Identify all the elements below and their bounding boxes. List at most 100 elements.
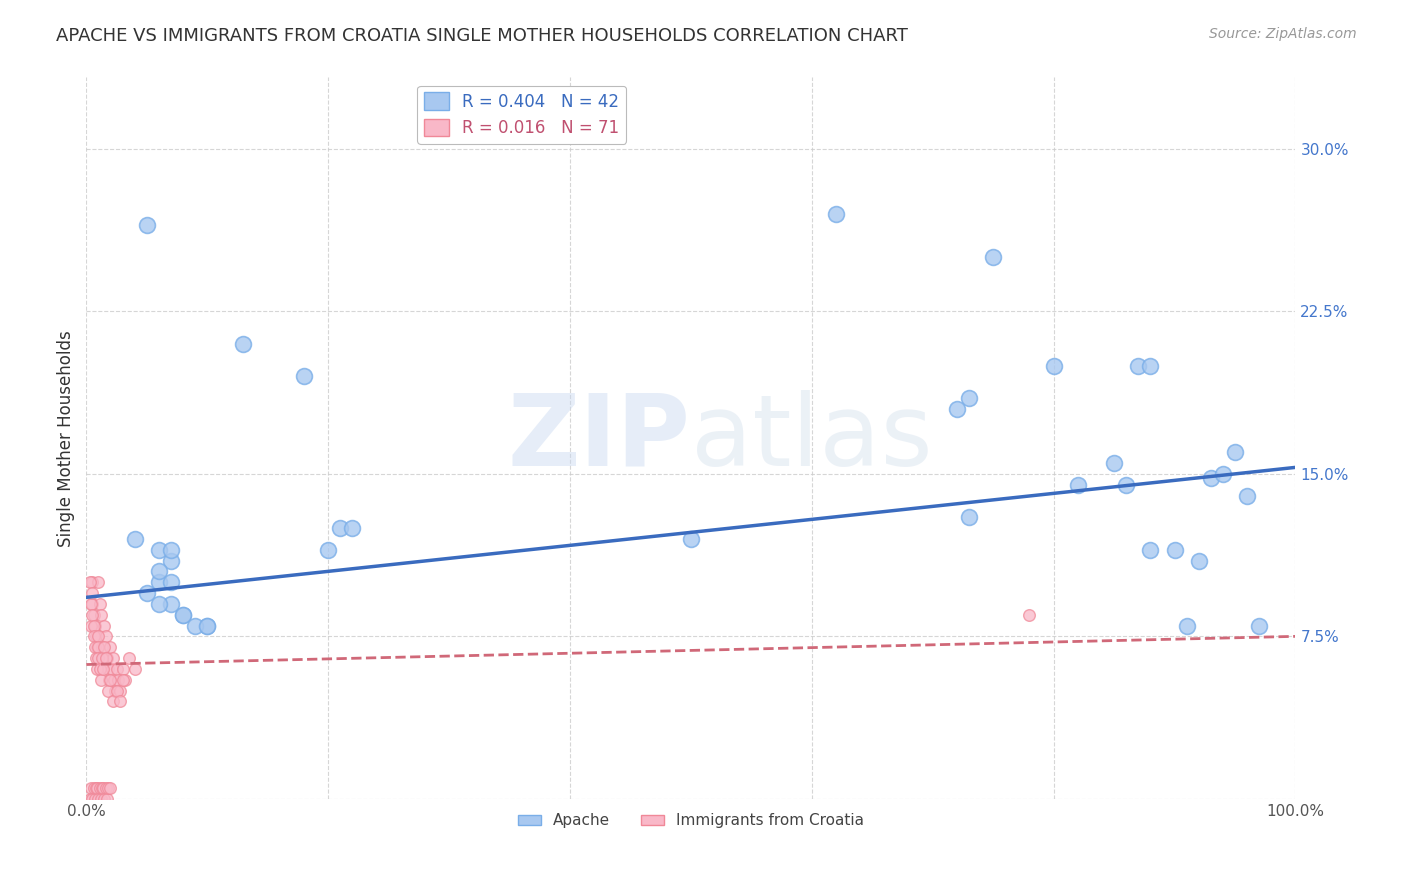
Point (90, 792, 112, 806)
Point (1223, 445, 1246, 459)
Point (94, 651, 117, 665)
Point (91, 651, 114, 665)
Point (111, 662, 134, 676)
Point (84, 780, 107, 795)
Point (83, 792, 105, 806)
Point (1128, 359, 1150, 373)
Point (84, 629, 107, 643)
Point (84, 651, 107, 665)
Point (93, 792, 115, 806)
Point (1018, 607, 1040, 622)
Point (97, 662, 120, 676)
Point (93, 618, 115, 632)
Point (1139, 359, 1161, 373)
Point (91, 780, 114, 795)
Point (90, 673, 112, 687)
Point (82, 575, 104, 590)
Point (1188, 553, 1211, 567)
Point (82, 607, 104, 622)
Point (91, 640, 114, 655)
Point (97, 683, 120, 698)
Point (124, 662, 146, 676)
Point (83, 640, 105, 655)
Point (172, 607, 194, 622)
Point (1199, 471, 1222, 485)
Point (79, 575, 101, 590)
Point (148, 542, 170, 557)
Point (148, 597, 170, 611)
Point (87, 640, 110, 655)
Point (957, 391, 980, 405)
Point (89, 780, 111, 795)
Point (94, 629, 117, 643)
Point (124, 532, 146, 546)
Point (957, 510, 980, 524)
Point (160, 553, 183, 567)
Point (1163, 542, 1185, 557)
Point (86, 662, 108, 676)
Legend: Apache, Immigrants from Croatia: Apache, Immigrants from Croatia (512, 807, 870, 835)
Text: APACHE VS IMMIGRANTS FROM CROATIA SINGLE MOTHER HOUSEHOLDS CORRELATION CHART: APACHE VS IMMIGRANTS FROM CROATIA SINGLE… (56, 27, 908, 45)
Point (83, 618, 105, 632)
Point (679, 532, 702, 546)
Point (114, 673, 136, 687)
Point (108, 683, 131, 698)
Point (90, 607, 112, 622)
Point (148, 565, 170, 579)
Point (103, 673, 125, 687)
Point (160, 575, 183, 590)
Point (108, 694, 131, 708)
Point (91, 780, 114, 795)
Point (97, 780, 120, 795)
Point (100, 640, 122, 655)
Point (87, 629, 110, 643)
Point (87, 792, 110, 806)
Point (117, 651, 139, 665)
Point (94, 780, 117, 795)
Point (100, 780, 122, 795)
Point (1139, 542, 1161, 557)
Point (91, 662, 114, 676)
Point (1115, 477, 1137, 491)
Point (100, 673, 122, 687)
Point (101, 694, 124, 708)
Point (184, 618, 207, 632)
Point (86, 640, 108, 655)
Text: ZIP: ZIP (508, 390, 690, 487)
Point (80, 780, 103, 795)
Point (93, 640, 115, 655)
Point (1236, 489, 1258, 503)
Point (83, 629, 105, 643)
Point (329, 521, 352, 535)
Point (82, 586, 104, 600)
Point (100, 662, 122, 676)
Point (105, 683, 128, 698)
Point (292, 369, 315, 384)
Point (981, 250, 1004, 264)
Point (1175, 618, 1198, 632)
Point (80, 618, 103, 632)
Text: atlas: atlas (690, 390, 932, 487)
Point (86, 780, 108, 795)
Point (83, 618, 105, 632)
Point (135, 586, 157, 600)
Point (83, 607, 105, 622)
Point (87, 575, 110, 590)
Point (105, 662, 128, 676)
Point (82, 597, 104, 611)
Point (172, 607, 194, 622)
Point (946, 401, 969, 416)
Y-axis label: Single Mother Households: Single Mother Households (58, 330, 75, 547)
Point (232, 337, 254, 351)
Point (1249, 618, 1271, 632)
Point (83, 780, 105, 795)
Point (96, 792, 118, 806)
Point (148, 575, 170, 590)
Point (1212, 467, 1234, 481)
Point (316, 542, 339, 557)
Text: Source: ZipAtlas.com: Source: ZipAtlas.com (1209, 27, 1357, 41)
Point (87, 651, 110, 665)
Point (91, 651, 114, 665)
Point (82, 792, 104, 806)
Point (1102, 456, 1125, 470)
